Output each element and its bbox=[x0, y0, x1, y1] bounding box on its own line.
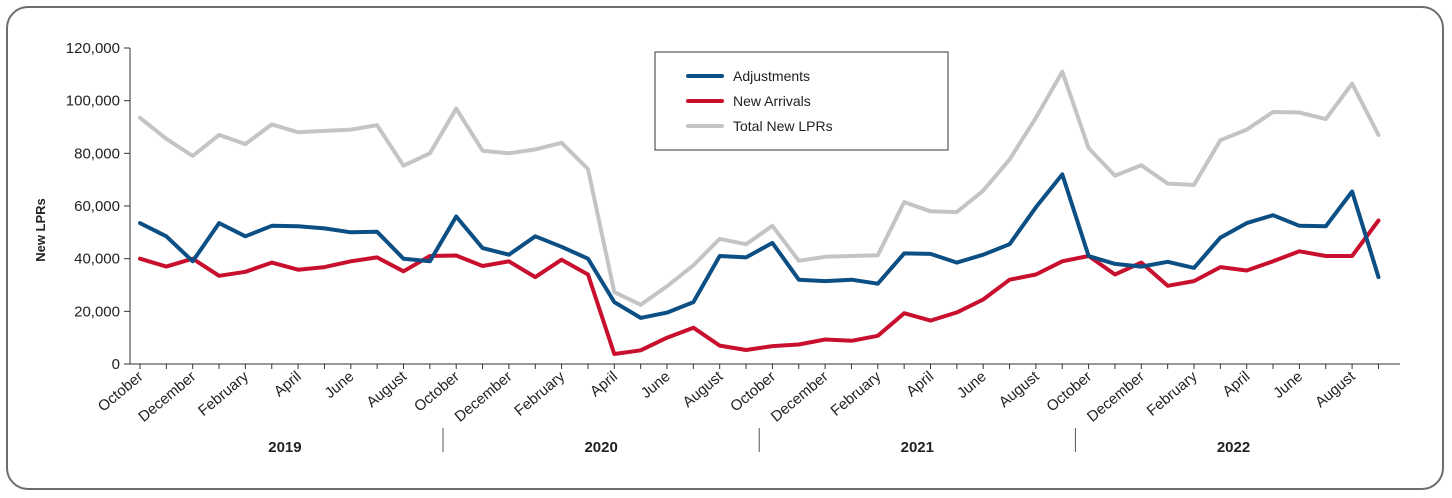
x-tick-label: June bbox=[322, 368, 358, 402]
legend-label: Total New LPRs bbox=[733, 118, 833, 134]
x-tick-label: August bbox=[1312, 368, 1359, 412]
x-tick-label: August bbox=[680, 368, 727, 412]
x-tick-label: October bbox=[95, 368, 147, 415]
x-tick-label: October bbox=[727, 368, 779, 415]
x-tick-label: December bbox=[1084, 368, 1148, 426]
year-label: 2021 bbox=[901, 439, 934, 456]
x-tick-label: December bbox=[452, 368, 516, 426]
legend-label: New Arrivals bbox=[733, 93, 811, 109]
x-tick-label: February bbox=[195, 368, 252, 420]
x-tick-label: December bbox=[135, 368, 199, 426]
series-line-total-new-lprs bbox=[138, 69, 1381, 307]
x-tick-label: April bbox=[903, 368, 937, 400]
y-tick-label: 60,000 bbox=[74, 198, 120, 215]
x-tick-label: February bbox=[827, 368, 884, 420]
x-tick-label: August bbox=[996, 368, 1043, 412]
y-tick-label: 0 bbox=[112, 356, 120, 373]
y-tick-label: 20,000 bbox=[74, 303, 120, 320]
x-tick-label: June bbox=[1270, 368, 1306, 402]
y-tick-label: 120,000 bbox=[66, 40, 120, 57]
x-tick-label: June bbox=[638, 368, 674, 402]
year-label: 2019 bbox=[268, 439, 301, 456]
year-label: 2020 bbox=[584, 439, 617, 456]
x-tick-label: April bbox=[1219, 368, 1253, 400]
y-tick-label: 40,000 bbox=[74, 251, 120, 268]
x-tick-label: April bbox=[271, 368, 305, 400]
series-line-new-arrivals bbox=[138, 218, 1381, 356]
x-tick-label: August bbox=[363, 368, 410, 412]
x-tick-label: February bbox=[1144, 368, 1201, 420]
x-tick-label: April bbox=[587, 368, 621, 400]
legend: Adjustments New Arrivals Total New LPRs bbox=[654, 51, 949, 151]
x-tick-label: December bbox=[768, 368, 832, 426]
y-axis-label: New LPRs bbox=[33, 198, 48, 262]
x-tick-label: October bbox=[1043, 368, 1095, 415]
y-tick-label: 100,000 bbox=[66, 93, 120, 110]
y-tick-label: 80,000 bbox=[74, 145, 120, 162]
x-tick-label: June bbox=[954, 368, 990, 402]
year-label: 2022 bbox=[1217, 439, 1250, 456]
legend-label: Adjustments bbox=[733, 68, 810, 84]
x-tick-label: October bbox=[411, 368, 463, 415]
series-line-adjustments bbox=[138, 172, 1381, 320]
x-tick-label: February bbox=[511, 368, 568, 420]
